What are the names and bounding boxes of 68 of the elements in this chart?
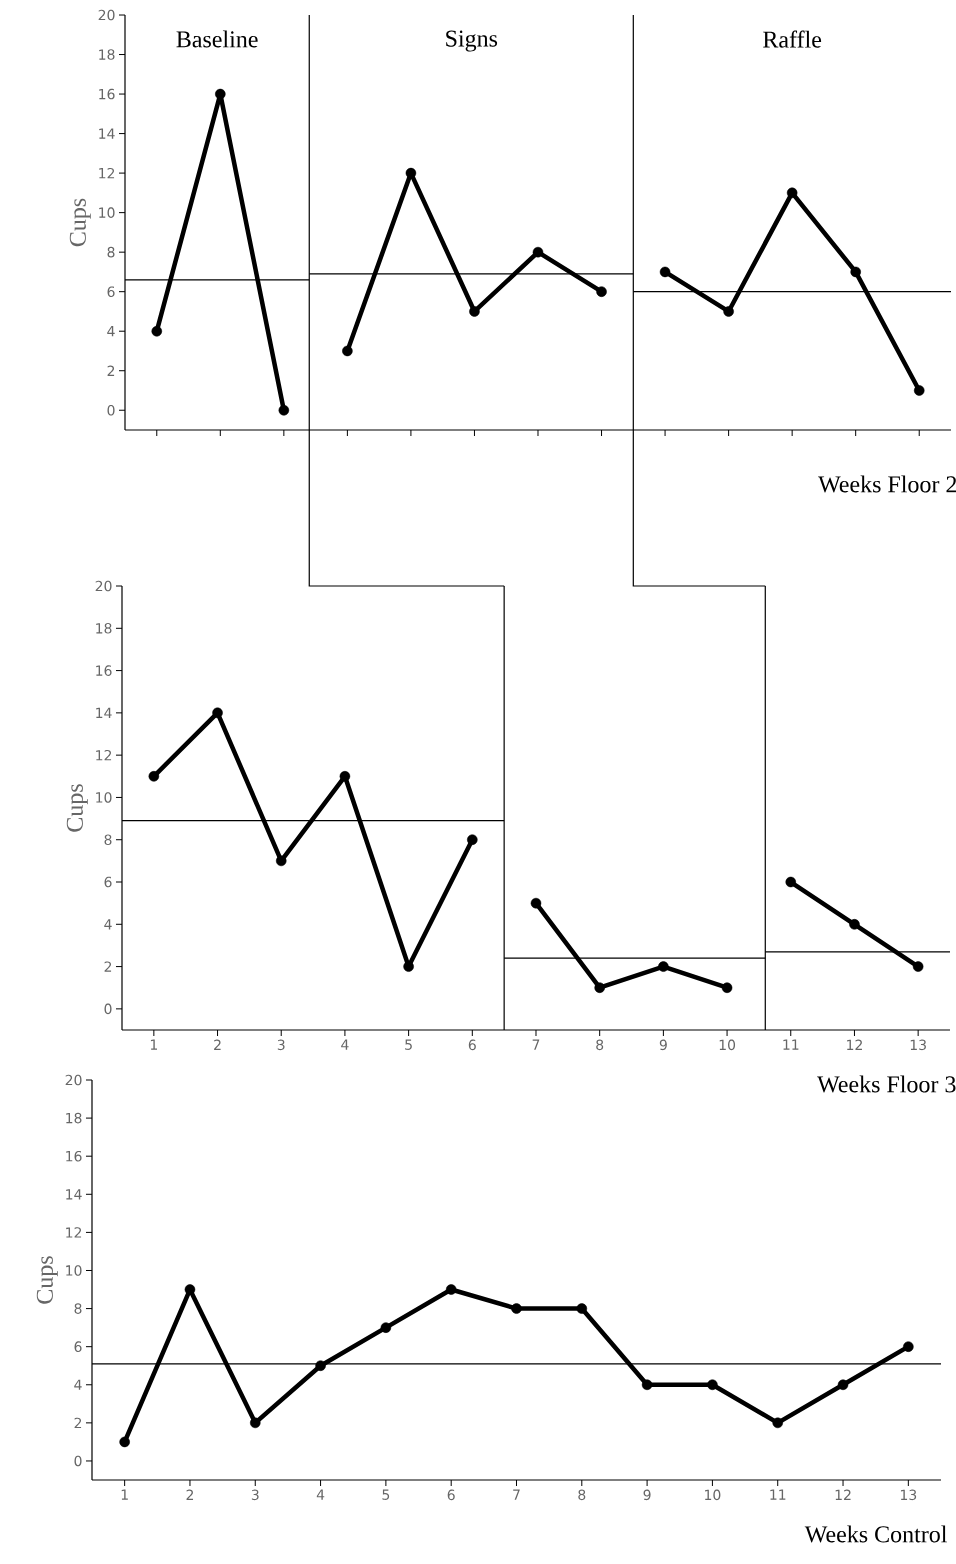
y-tick-label: 10 [66, 1265, 82, 1276]
y-tick-label: 0 [107, 404, 115, 416]
x-tick-label: 3 [251, 1489, 259, 1501]
x-tick-label: 13 [900, 1489, 917, 1501]
annotation: Baseline [176, 30, 258, 48]
annotation: Signs [446, 30, 498, 52]
x-tick-label: 9 [659, 1039, 667, 1051]
x-tick-label: 4 [341, 1039, 349, 1050]
x-tick-label: 10 [719, 1039, 736, 1051]
x-axis-title: Weeks Floor 3 [817, 1075, 956, 1093]
x-tick-label: 11 [770, 1489, 786, 1500]
y-tick-label: 2 [74, 1417, 82, 1429]
x-tick-label: 10 [705, 1489, 721, 1501]
x-tick-label: 7 [532, 1039, 540, 1050]
y-tick-label: 6 [104, 876, 112, 888]
x-axis-title: Weeks Control [804, 1525, 947, 1543]
x-tick-label: 13 [910, 1039, 926, 1051]
y-axis-title: Cups [69, 198, 91, 247]
y-tick-label: 10 [96, 792, 112, 803]
y-tick-label: 16 [66, 1150, 82, 1162]
y-tick-label: 6 [74, 1341, 82, 1352]
x-tick-label: 4 [316, 1489, 325, 1500]
x-tick-label: 7 [513, 1489, 520, 1500]
y-tick-label: 0 [74, 1455, 82, 1467]
x-tick-label: 5 [382, 1489, 390, 1500]
x-tick-label: 9 [643, 1489, 651, 1501]
x-tick-label: 12 [847, 1039, 862, 1050]
y-tick-label: 8 [104, 834, 112, 846]
x-axis-title: Weeks Floor 2 [818, 475, 956, 493]
x-tick-label: 2 [214, 1039, 221, 1050]
y-tick-label: 16 [96, 665, 112, 676]
x-tick-label: 6 [468, 1039, 476, 1051]
x-tick-label: 11 [783, 1039, 799, 1050]
y-tick-label: 14 [66, 1189, 82, 1200]
y-tick-label: 20 [95, 580, 112, 592]
y-tick-label: 16 [99, 88, 115, 100]
y-tick-label: 14 [99, 128, 115, 139]
y-tick-label: 2 [104, 961, 112, 972]
x-tick-label: 12 [835, 1489, 851, 1500]
x-tick-label: 2 [186, 1489, 194, 1500]
y-tick-label: 2 [107, 365, 115, 376]
x-tick-label: 6 [447, 1489, 455, 1501]
y-axis-title: Cups [36, 1256, 58, 1304]
y-tick-label: 20 [65, 1074, 82, 1086]
y-tick-label: 12 [66, 1227, 82, 1238]
y-tick-label: 18 [99, 49, 115, 60]
x-tick-label: 8 [578, 1489, 586, 1501]
annotation: Raffle [763, 30, 822, 48]
x-tick-label: 1 [121, 1489, 128, 1500]
y-tick-label: 8 [107, 246, 115, 258]
y-tick-label: 20 [98, 9, 115, 21]
y-tick-label: 18 [66, 1112, 82, 1124]
y-tick-label: 0 [104, 1003, 112, 1015]
y-tick-label: 18 [96, 623, 112, 634]
y-tick-label: 4 [74, 1379, 82, 1390]
x-tick-label: 1 [150, 1039, 158, 1050]
y-tick-label: 12 [96, 749, 112, 761]
y-tick-label: 14 [96, 707, 112, 718]
y-tick-label: 4 [107, 326, 115, 337]
y-axis-title: Cups [66, 784, 88, 832]
y-tick-label: 12 [99, 167, 115, 179]
y-tick-label: 8 [74, 1303, 82, 1314]
x-tick-label: 3 [277, 1039, 285, 1051]
x-tick-label: 5 [405, 1039, 412, 1050]
y-tick-label: 6 [107, 286, 115, 297]
y-tick-label: 10 [99, 207, 115, 218]
y-tick-label: 4 [104, 919, 112, 930]
x-tick-label: 8 [596, 1039, 604, 1051]
